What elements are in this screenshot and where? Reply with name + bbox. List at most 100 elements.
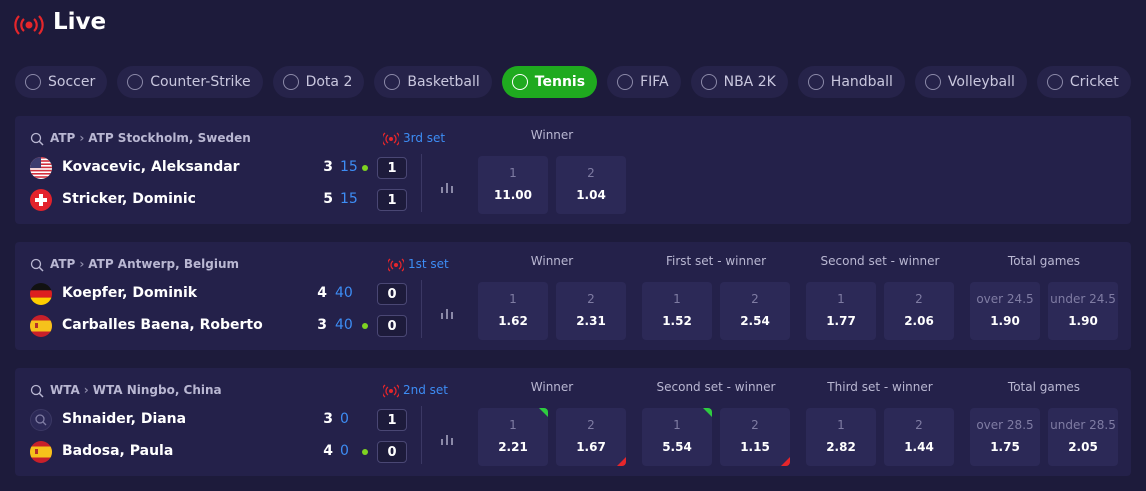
odds-button[interactable]: 2 2.06 <box>884 282 954 340</box>
match-card: ATP › ATP Antwerp, Belgium 1st set Koepfer, … <box>15 242 1131 350</box>
tab-label: Soccer <box>48 74 96 90</box>
tab-label: Handball <box>830 74 893 90</box>
sport-tab[interactable]: Tennis <box>501 66 598 98</box>
odds-value: 2.31 <box>576 314 606 328</box>
odds-button[interactable]: 2 1.15 <box>720 408 790 466</box>
odds-value: 5.54 <box>662 440 692 454</box>
odds-button[interactable]: 2 1.04 <box>556 156 626 214</box>
odds-label: 1 <box>509 166 517 180</box>
odds-value: 2.54 <box>740 314 770 328</box>
match-status: 2nd set <box>403 383 449 397</box>
trend-up <box>703 408 712 417</box>
trend-up <box>539 408 548 417</box>
sport-tab[interactable]: Basketball <box>374 66 492 98</box>
odds-label: under 24.5 <box>1050 292 1116 306</box>
player-name: Kovacevic, Aleksandar <box>62 159 240 175</box>
tab-icon <box>511 74 528 90</box>
points: 15 <box>340 159 358 175</box>
tab-label: FIFA <box>640 74 669 90</box>
odds-value: 1.15 <box>740 440 770 454</box>
odds-button[interactable]: 2 2.31 <box>556 282 626 340</box>
odds-button[interactable]: over 28.5 1.75 <box>970 408 1040 466</box>
odds-label: over 24.5 <box>976 292 1034 306</box>
sets: 0 <box>377 315 407 337</box>
stats-icon <box>440 430 454 449</box>
league-row: WTA › WTA Ningbo, China <box>50 383 222 397</box>
odds-button[interactable]: 1 1.77 <box>806 282 876 340</box>
market-title: Third set - winner <box>827 380 933 394</box>
league-row: ATP › ATP Stockholm, Sweden <box>50 131 251 145</box>
odds-button[interactable]: 2 1.67 <box>556 408 626 466</box>
sport-tab[interactable]: NBA 2K <box>690 66 788 98</box>
games: 4 <box>317 285 327 301</box>
tour: ATP <box>50 257 76 271</box>
sport-tab[interactable]: Handball <box>797 66 905 98</box>
tab-label: Volleyball <box>947 74 1015 90</box>
market-title: Second set - winner <box>656 380 776 394</box>
separator: › <box>79 257 85 271</box>
live-icon <box>14 15 44 35</box>
odds-button[interactable]: under 28.5 2.05 <box>1048 408 1118 466</box>
odds-value: 1.52 <box>662 314 692 328</box>
sets: 1 <box>377 409 407 431</box>
odds-label: 2 <box>915 292 923 306</box>
sets: 1 <box>377 189 407 211</box>
odds-label: 1 <box>673 418 681 432</box>
match-status: 3rd set <box>403 131 446 145</box>
flag <box>30 283 52 309</box>
odds-label: 2 <box>587 166 595 180</box>
odds-value: 1.75 <box>990 440 1020 454</box>
live-icon <box>381 383 401 402</box>
market-title: Total games <box>1007 254 1081 268</box>
sport-tab[interactable]: Soccer <box>15 66 108 98</box>
odds-button[interactable]: 1 2.21 <box>478 408 548 466</box>
sport-tab[interactable]: FIFA <box>607 66 681 98</box>
live-icon <box>381 131 401 150</box>
serve-dot <box>362 323 368 329</box>
tab-label: Cricket <box>1069 74 1119 90</box>
tab-label: Tennis <box>534 74 586 90</box>
odds-button[interactable]: over 24.5 1.90 <box>970 282 1040 340</box>
market-title: First set - winner <box>665 254 767 268</box>
odds-button[interactable]: 1 1.52 <box>642 282 712 340</box>
odds-value: 1.04 <box>576 188 606 202</box>
market-title: Second set - winner <box>820 254 940 268</box>
sport-tab[interactable]: Volleyball <box>914 66 1027 98</box>
odds-label: 2 <box>915 418 923 432</box>
sport-tabs: Soccer Counter-Strike Dota 2 Basketball Tenn… <box>15 66 1131 98</box>
player-name: Carballes Baena, Roberto <box>62 317 263 333</box>
page-title: Live <box>53 9 107 35</box>
odds-button[interactable]: 2 2.54 <box>720 282 790 340</box>
sets: 0 <box>377 283 407 305</box>
odds-button[interactable]: 1 11.00 <box>478 156 548 214</box>
match-status: 1st set <box>408 257 449 271</box>
odds-label: 2 <box>751 418 759 432</box>
sport-tab[interactable]: Counter-Strike <box>117 66 263 98</box>
odds-button[interactable]: 2 1.44 <box>884 408 954 466</box>
tab-icon <box>700 74 717 90</box>
flag <box>30 409 52 435</box>
games: 4 <box>323 443 333 459</box>
sport-tab[interactable]: Dota 2 <box>272 66 365 98</box>
flag <box>30 157 52 183</box>
odds-value: 2.06 <box>904 314 934 328</box>
odds-label: 2 <box>587 292 595 306</box>
odds-value: 1.90 <box>990 314 1020 328</box>
games: 3 <box>323 159 333 175</box>
odds-label: 2 <box>587 418 595 432</box>
odds-button[interactable]: 1 2.82 <box>806 408 876 466</box>
flag <box>30 189 52 215</box>
trend-down <box>617 457 626 466</box>
separator: › <box>79 131 85 145</box>
sport-tab[interactable]: Cricket <box>1036 66 1131 98</box>
odds-button[interactable]: 1 5.54 <box>642 408 712 466</box>
tab-icon <box>617 74 634 90</box>
odds-label: 1 <box>837 418 845 432</box>
sets: 1 <box>377 157 407 179</box>
odds-button[interactable]: 1 1.62 <box>478 282 548 340</box>
tab-label: Dota 2 <box>305 74 353 90</box>
league-row: ATP › ATP Antwerp, Belgium <box>50 257 239 271</box>
odds-button[interactable]: under 24.5 1.90 <box>1048 282 1118 340</box>
tab-icon <box>384 74 401 90</box>
market-title: Total games <box>1007 380 1081 394</box>
